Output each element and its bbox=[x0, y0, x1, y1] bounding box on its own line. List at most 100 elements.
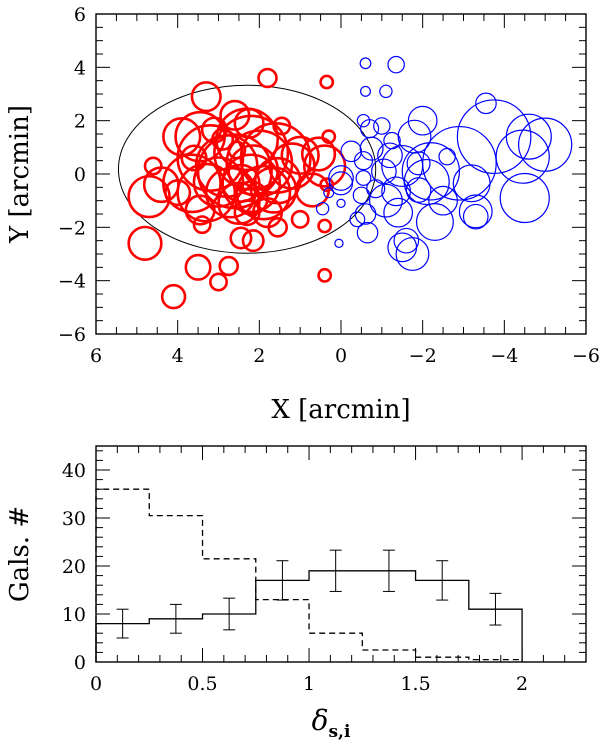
y-tick-label: 2 bbox=[74, 111, 86, 133]
blue-galaxy-marker bbox=[403, 158, 450, 206]
x-tick-label: −6 bbox=[572, 345, 600, 367]
x-tick-label: 2 bbox=[516, 673, 528, 695]
error-bar bbox=[436, 560, 449, 601]
x-axis-label: δs,i bbox=[312, 704, 351, 742]
blue-galaxy-marker bbox=[353, 151, 374, 171]
blue-galaxy-marker bbox=[428, 185, 458, 216]
error-bar bbox=[329, 549, 342, 592]
blue-galaxy-marker bbox=[407, 105, 438, 136]
y-tick-label: 20 bbox=[62, 556, 86, 578]
blue-galaxy-marker bbox=[475, 92, 497, 115]
blue-galaxy-marker bbox=[336, 198, 346, 209]
y-axis-label: Gals. # bbox=[5, 506, 35, 602]
blue-galaxy-marker bbox=[452, 164, 491, 203]
blue-galaxy-marker bbox=[438, 147, 456, 166]
red-galaxy-marker bbox=[290, 209, 310, 229]
red-galaxy-marker bbox=[217, 181, 261, 226]
x-tick-label: 1.5 bbox=[400, 673, 430, 695]
series-blue bbox=[315, 55, 573, 271]
error-bar bbox=[223, 597, 236, 631]
x-tick-label: 4 bbox=[172, 345, 184, 367]
red-galaxy-marker bbox=[233, 107, 265, 139]
blue-galaxy-marker bbox=[366, 179, 386, 199]
red-galaxy-marker bbox=[239, 121, 312, 195]
blue-galaxy-marker bbox=[379, 84, 393, 99]
histogram-solid-line bbox=[95, 570, 523, 662]
blue-galaxy-marker bbox=[401, 142, 461, 201]
red-galaxy-marker bbox=[267, 217, 288, 238]
x-axis-label-subscript: s,i bbox=[328, 722, 350, 742]
selection-circle bbox=[117, 84, 377, 254]
error-bar bbox=[116, 608, 129, 639]
blue-galaxy-marker bbox=[356, 221, 379, 244]
blue-galaxy-marker bbox=[387, 232, 418, 263]
blue-galaxy-marker bbox=[359, 57, 372, 70]
blue-galaxy-marker bbox=[349, 211, 366, 228]
red-galaxy-marker bbox=[218, 255, 239, 277]
y-tick-label: −4 bbox=[58, 271, 86, 293]
blue-galaxy-marker bbox=[368, 183, 403, 218]
red-galaxy-marker bbox=[184, 194, 216, 226]
blue-galaxy-marker bbox=[356, 113, 371, 128]
y-tick-label: −6 bbox=[58, 324, 86, 346]
error-bar bbox=[169, 603, 182, 634]
plot-frame bbox=[95, 445, 587, 663]
red-galaxy-marker bbox=[219, 99, 251, 131]
blue-galaxy-marker bbox=[505, 113, 552, 160]
blue-galaxy-marker bbox=[406, 151, 431, 176]
red-galaxy-marker bbox=[143, 156, 163, 176]
red-galaxy-marker bbox=[160, 283, 187, 310]
x-axis-label-symbol: δ bbox=[312, 704, 329, 737]
blue-galaxy-marker bbox=[458, 194, 493, 229]
blue-galaxy-marker bbox=[354, 203, 377, 225]
blue-galaxy-marker bbox=[360, 85, 372, 97]
error-bar bbox=[382, 549, 395, 592]
blue-galaxy-marker bbox=[359, 136, 384, 161]
red-galaxy-marker bbox=[319, 74, 335, 90]
blue-galaxy-marker bbox=[415, 203, 454, 241]
red-galaxy-marker bbox=[162, 116, 202, 157]
x-tick-label: 2 bbox=[253, 345, 265, 367]
blue-galaxy-marker bbox=[499, 172, 550, 224]
blue-galaxy-marker bbox=[383, 197, 414, 228]
red-galaxy-marker bbox=[127, 225, 163, 261]
red-galaxy-marker bbox=[229, 226, 253, 250]
blue-galaxy-marker bbox=[328, 165, 354, 191]
blue-galaxy-marker bbox=[518, 117, 573, 172]
histogram-dashed-line bbox=[95, 488, 523, 662]
red-galaxy-marker bbox=[317, 267, 333, 283]
y-tick-label: 4 bbox=[74, 57, 86, 79]
blue-galaxy-marker bbox=[381, 176, 412, 207]
blue-galaxy-marker bbox=[323, 187, 335, 199]
sky-map-panel: 6 4 2 0 −2 −4 −6 −6 −4 −2 0 2 4 6 X [arcmin] Y [arcmin] bbox=[5, 4, 600, 425]
blue-galaxy-marker bbox=[387, 55, 405, 74]
x-tick-label: 0 bbox=[335, 345, 347, 367]
x-tick-label: 1 bbox=[303, 673, 315, 695]
red-galaxy-marker bbox=[317, 218, 333, 234]
red-galaxy-marker bbox=[190, 81, 222, 113]
red-galaxy-marker bbox=[127, 174, 171, 219]
blue-galaxy-marker bbox=[393, 227, 420, 254]
blue-galaxy-marker bbox=[377, 142, 403, 169]
blue-galaxy-marker bbox=[315, 201, 330, 216]
red-galaxy-marker bbox=[249, 166, 298, 214]
blue-galaxy-marker bbox=[462, 203, 489, 230]
y-tick-label: 30 bbox=[62, 508, 86, 530]
x-tick-label: 0 bbox=[90, 673, 102, 695]
blue-galaxy-marker bbox=[422, 125, 497, 201]
blue-galaxy-marker bbox=[340, 140, 363, 163]
red-galaxy-marker bbox=[184, 253, 212, 281]
red-galaxy-marker bbox=[319, 177, 335, 193]
error-bar bbox=[489, 592, 502, 626]
y-tick-label: 6 bbox=[74, 4, 86, 26]
red-galaxy-marker bbox=[300, 136, 337, 172]
blue-galaxy-marker bbox=[456, 99, 532, 175]
x-tick-label: −2 bbox=[409, 345, 437, 367]
y-tick-label: 10 bbox=[62, 604, 86, 626]
x-axis-label: X [arcmin] bbox=[271, 395, 410, 425]
red-galaxy-marker bbox=[209, 272, 228, 292]
red-galaxy-marker bbox=[192, 215, 212, 235]
blue-galaxy-marker bbox=[328, 171, 354, 196]
x-tick-label: −4 bbox=[490, 345, 518, 367]
